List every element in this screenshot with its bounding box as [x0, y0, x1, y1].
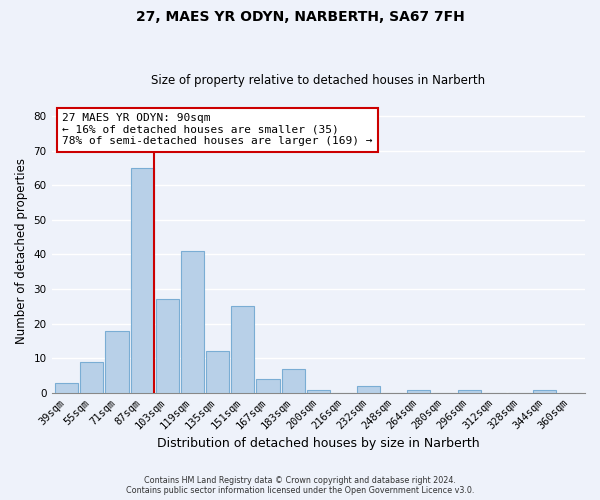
Bar [231, 306, 254, 393]
Text: Contains HM Land Registry data © Crown copyright and database right 2024.
Contai: Contains HM Land Registry data © Crown c… [126, 476, 474, 495]
Bar [281, 369, 305, 393]
Bar [80, 362, 103, 393]
Bar [533, 390, 556, 393]
Bar [256, 379, 280, 393]
Bar [407, 390, 430, 393]
Bar [458, 390, 481, 393]
Bar [106, 330, 128, 393]
Text: 27 MAES YR ODYN: 90sqm
← 16% of detached houses are smaller (35)
78% of semi-det: 27 MAES YR ODYN: 90sqm ← 16% of detached… [62, 114, 373, 146]
Bar [55, 382, 78, 393]
Bar [156, 300, 179, 393]
Text: 27, MAES YR ODYN, NARBERTH, SA67 7FH: 27, MAES YR ODYN, NARBERTH, SA67 7FH [136, 10, 464, 24]
Bar [181, 251, 204, 393]
X-axis label: Distribution of detached houses by size in Narberth: Distribution of detached houses by size … [157, 437, 479, 450]
Bar [307, 390, 330, 393]
Bar [131, 168, 154, 393]
Y-axis label: Number of detached properties: Number of detached properties [15, 158, 28, 344]
Title: Size of property relative to detached houses in Narberth: Size of property relative to detached ho… [151, 74, 485, 87]
Bar [357, 386, 380, 393]
Bar [206, 352, 229, 393]
